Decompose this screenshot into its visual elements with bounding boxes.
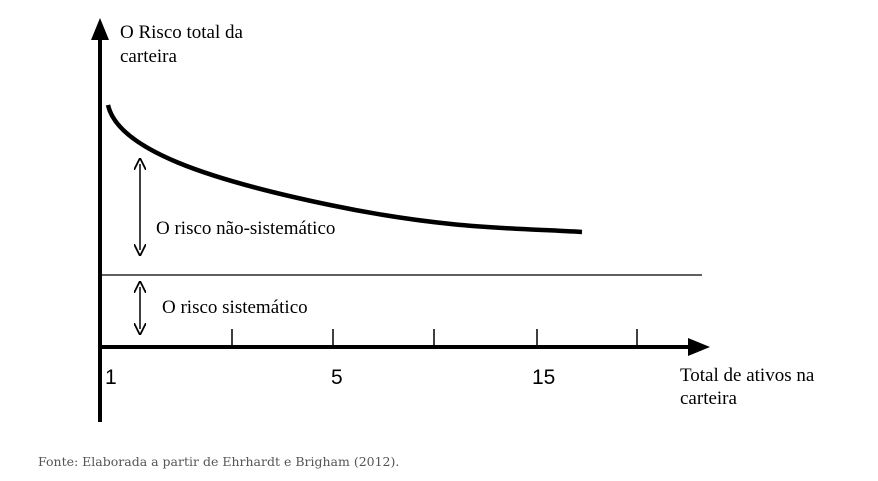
x-tick-label: 5 xyxy=(331,366,343,389)
total-risk-curve xyxy=(105,104,583,235)
x-axis-arrowhead xyxy=(688,338,710,356)
x-tick-label: 1 xyxy=(105,366,117,389)
x-tick-label: 15 xyxy=(532,366,555,389)
y-axis-arrowhead xyxy=(91,18,109,40)
y-axis-label: O Risco total da carteira xyxy=(120,22,248,67)
x-ticks xyxy=(231,329,638,347)
unsystematic-risk-label: O risco não-sistemático xyxy=(156,218,335,239)
systematic-risk-label: O risco sistemático xyxy=(162,297,308,318)
figure-caption: Fonte: Elaborada a partir de Ehrhardt e … xyxy=(38,454,400,469)
x-axis-label: Total de ativos na carteira xyxy=(680,365,819,409)
